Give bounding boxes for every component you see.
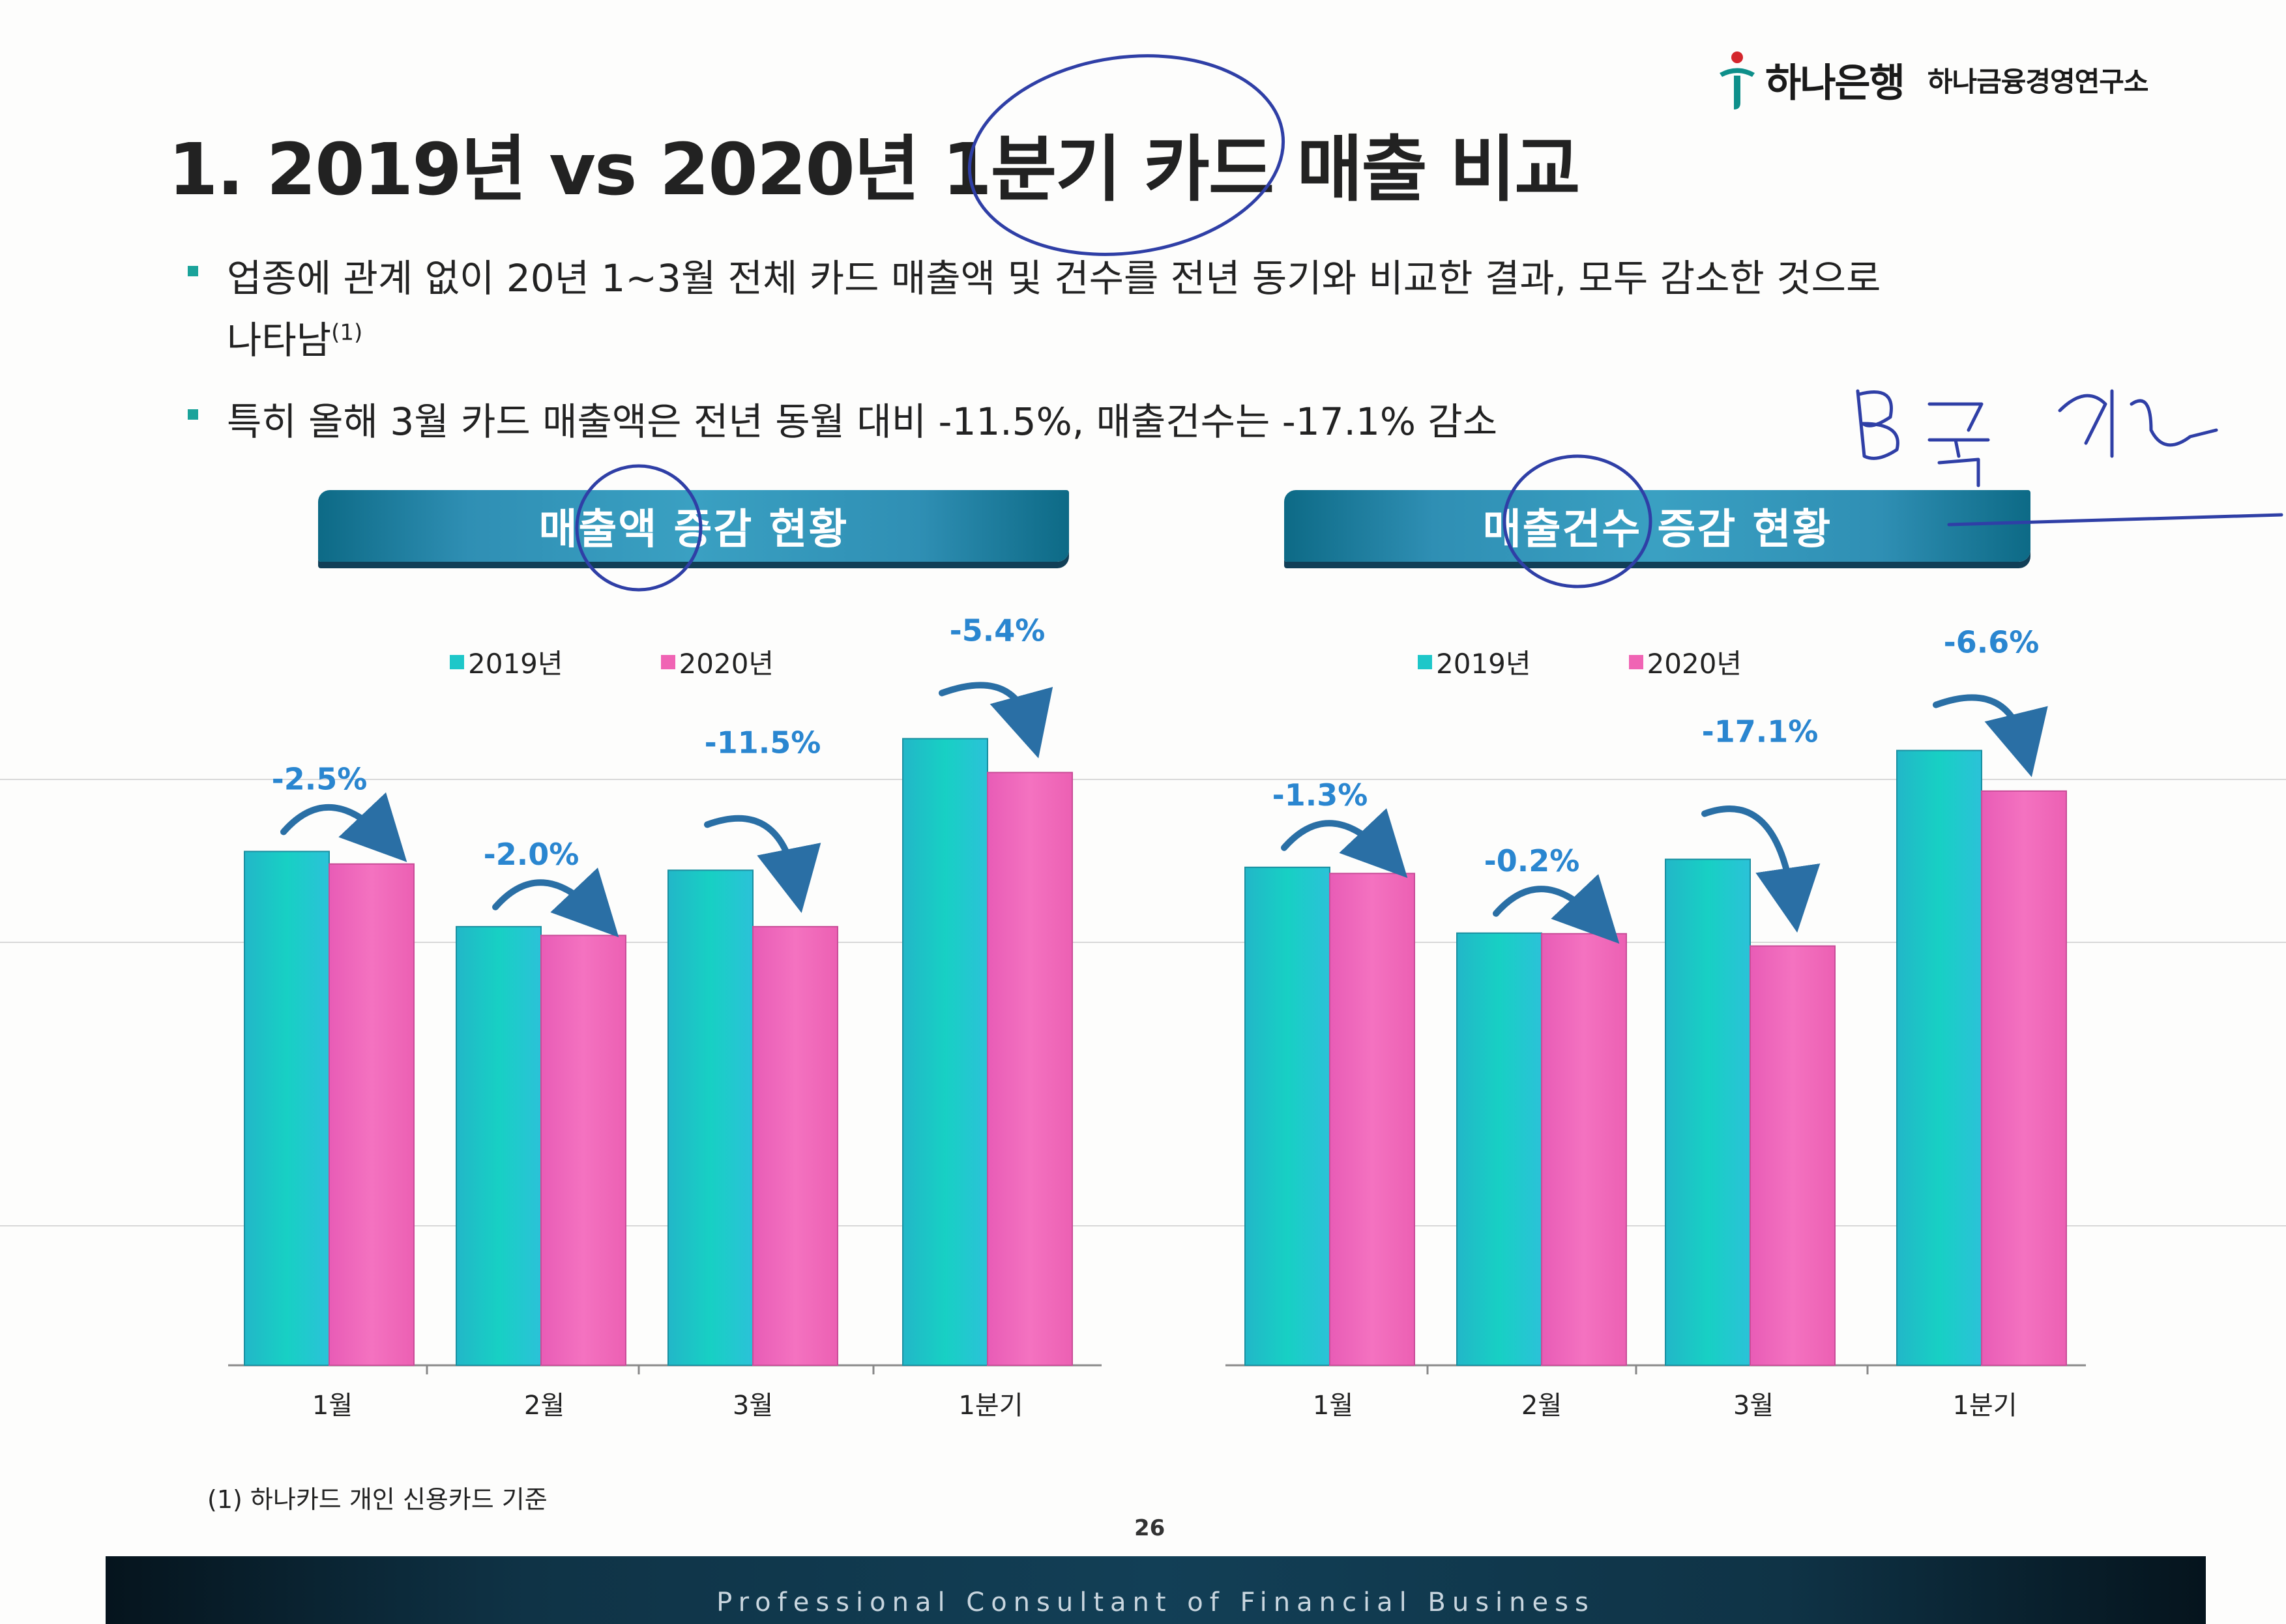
legend-label-2019: 2019년	[468, 648, 563, 680]
sales-count-banner: 매출건수 증감 현황	[1284, 490, 2030, 562]
footer-banner: Professional Consultant of Financial Bus…	[106, 1556, 2206, 1624]
pen-stroke	[1947, 513, 2283, 527]
legend-swatch-2020	[1628, 654, 1643, 669]
legend-swatch-2019	[450, 654, 464, 669]
legend-left: 2019년 2020년	[450, 642, 774, 682]
bar-2020-4	[987, 772, 1073, 1366]
change-arrow	[704, 815, 821, 913]
handwritten-text-b-deuk-gamso	[1856, 389, 2218, 487]
change-arrow	[1933, 694, 2048, 777]
hana-bank-logo: 하나은행 하나금융경영연구소	[1714, 47, 2149, 112]
title-circle-mark	[967, 54, 1285, 256]
scan-line	[0, 1225, 2286, 1226]
x-tick-label: 2월	[524, 1391, 564, 1421]
change-arrow	[1281, 808, 1408, 878]
legend-swatch-2020	[660, 654, 675, 669]
bullet-1-line-2: 나타남	[227, 318, 332, 362]
x-tick-label: 1분기	[958, 1391, 1023, 1421]
change-label: -2.0%	[484, 837, 579, 872]
bar-2020-4	[1981, 790, 2067, 1366]
banner-circle-mark	[575, 464, 703, 592]
bar-2019-1	[244, 850, 330, 1366]
bullet-marker	[188, 266, 198, 276]
change-label: -0.2%	[1484, 843, 1580, 878]
page-number: 26	[1134, 1515, 1165, 1541]
change-arrow	[939, 682, 1053, 759]
x-tick-label: 3월	[733, 1391, 773, 1421]
change-label: -2.5%	[272, 762, 368, 797]
bar-2019-3	[667, 869, 754, 1366]
bar-2020-2	[1541, 933, 1627, 1366]
legend-label-2020: 2020년	[679, 648, 774, 680]
change-label: -11.5%	[705, 725, 821, 760]
footnote-ref: (1)	[331, 319, 363, 346]
bullet-1-line-1: 업종에 관계 없이 20년 1~3월 전체 카드 매출액 및 건수를 전년 동기…	[227, 256, 1881, 300]
x-tick-label: 1분기	[1952, 1391, 2017, 1421]
legend-label-2020: 2020년	[1647, 648, 1742, 680]
legend-swatch-2019	[1418, 654, 1432, 669]
change-arrow	[1493, 874, 1620, 944]
bar-2020-1	[1329, 873, 1415, 1366]
x-tick-label: 1월	[1313, 1391, 1353, 1421]
x-tick-label: 2월	[1521, 1391, 1562, 1421]
scan-line	[0, 942, 2286, 943]
bar-2020-3	[752, 925, 838, 1366]
bar-2020-3	[1750, 945, 1836, 1366]
bar-2019-4	[1896, 749, 1982, 1366]
x-tick-label: 1월	[312, 1391, 353, 1421]
change-label: -1.3%	[1272, 777, 1368, 813]
logo-text: 하나은행	[1765, 60, 1905, 106]
x-tick-label: 3월	[1733, 1391, 1774, 1421]
bar-2019-2	[456, 925, 542, 1366]
bar-2020-2	[540, 935, 626, 1366]
change-arrow	[1701, 805, 1821, 933]
hana-logo-icon	[1720, 51, 1755, 109]
bullet-marker	[188, 409, 198, 420]
legend-label-2019: 2019년	[1436, 648, 1531, 680]
bar-2020-1	[329, 863, 415, 1367]
change-label: -6.6%	[1944, 625, 2040, 660]
footnote: (1) 하나카드 개인 신용카드 기준	[207, 1485, 548, 1514]
legend-right: 2019년 2020년	[1418, 642, 1742, 682]
bar-2019-4	[902, 738, 988, 1366]
page-title: 1. 2019년 vs 2020년 1분기 카드 매출 비교	[168, 128, 1580, 211]
change-arrow	[492, 867, 619, 938]
bar-2019-3	[1665, 858, 1751, 1367]
change-label: -5.4%	[950, 613, 1046, 648]
institute-name: 하나금융경영연구소	[1927, 65, 2149, 98]
banner-circle-mark	[1502, 454, 1652, 588]
change-arrow	[280, 792, 407, 862]
bullet-2-line-1: 특히 올해 3월 카드 매출액은 전년 동월 대비 -11.5%, 매출건수는 …	[227, 399, 1498, 444]
scan-line	[0, 779, 2286, 780]
change-label: -17.1%	[1702, 714, 1819, 749]
